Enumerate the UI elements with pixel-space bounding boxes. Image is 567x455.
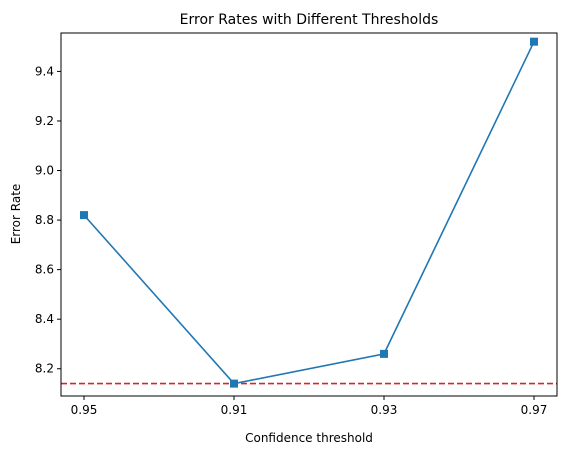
x-tick-label: 0.91 bbox=[221, 403, 248, 417]
series-line bbox=[83, 41, 535, 385]
x-tick-label: 0.97 bbox=[521, 403, 548, 417]
y-tick-label: 9.2 bbox=[35, 114, 54, 128]
y-tick-label: 8.4 bbox=[35, 312, 54, 326]
y-axis-label: Error Rate bbox=[9, 184, 23, 245]
x-tick-label: 0.93 bbox=[371, 403, 398, 417]
y-tick-label: 9.0 bbox=[35, 164, 54, 178]
x-axis-label: Confidence threshold bbox=[245, 431, 373, 445]
data-point-marker bbox=[230, 379, 238, 388]
y-tick-label: 8.6 bbox=[35, 263, 54, 277]
plot-frame bbox=[60, 32, 558, 397]
y-tick-label: 9.4 bbox=[35, 64, 54, 78]
data-point-marker bbox=[380, 349, 388, 358]
data-point-marker bbox=[530, 37, 538, 46]
y-tick-label: 8.2 bbox=[35, 362, 54, 376]
y-tick-label: 8.8 bbox=[35, 213, 54, 227]
data-point-marker bbox=[80, 211, 88, 220]
x-tick-label: 0.95 bbox=[71, 403, 98, 417]
chart-title: Error Rates with Different Thresholds bbox=[180, 12, 439, 28]
